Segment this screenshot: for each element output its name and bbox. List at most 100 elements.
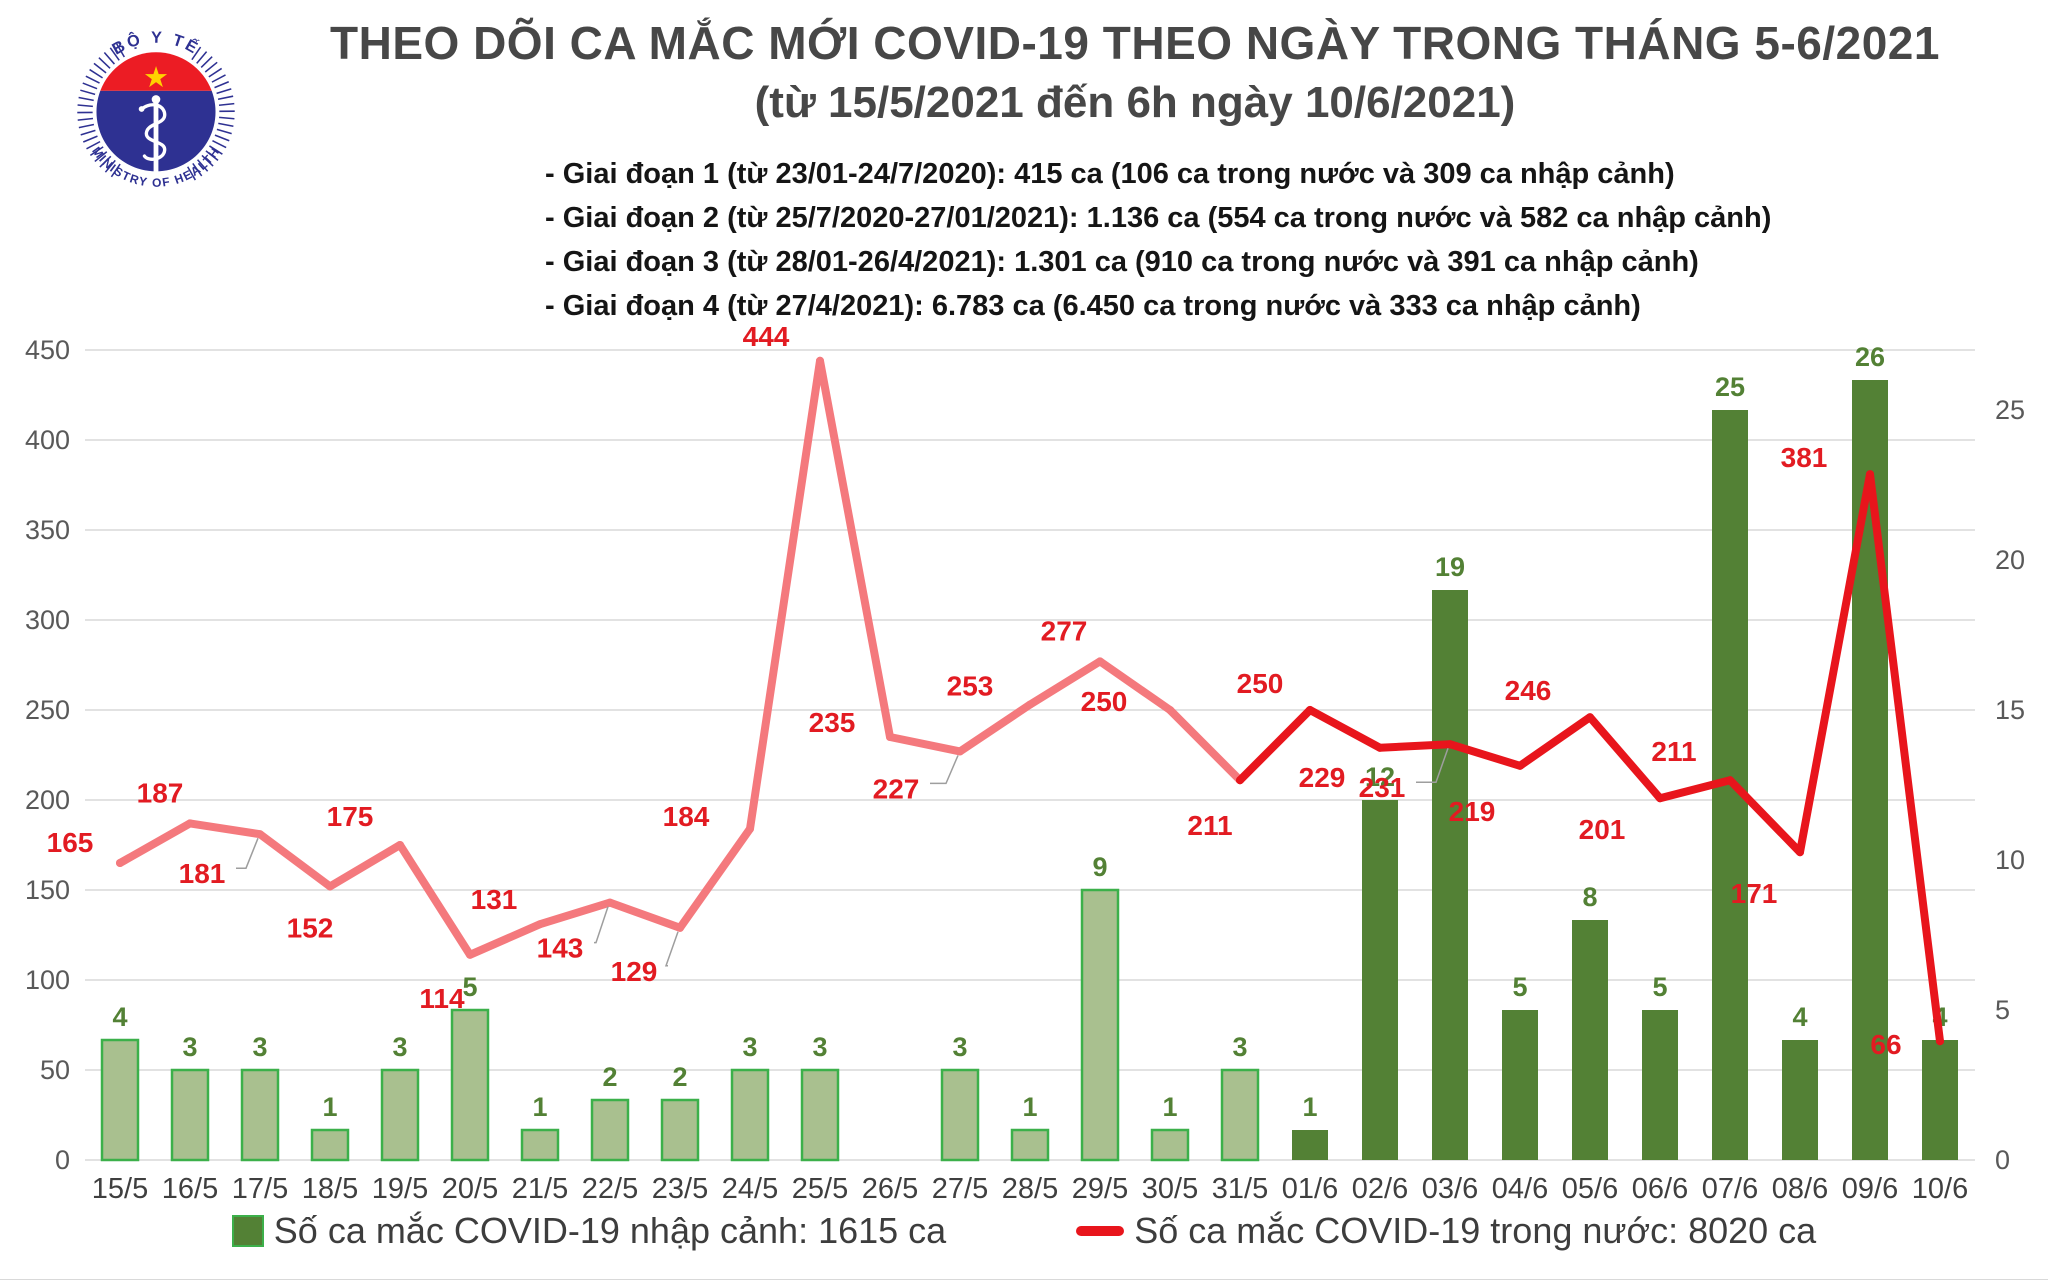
bar-10/6 (1922, 1040, 1958, 1160)
x-axis-label: 30/5 (1142, 1173, 1198, 1205)
bar-15/5 (100, 1038, 140, 1162)
x-axis-label: 17/5 (232, 1173, 288, 1205)
line-point (116, 859, 124, 867)
line-point (1096, 657, 1104, 666)
bottom-divider (0, 1279, 2048, 1280)
legend-item-domestic: Số ca mắc COVID-19 trong nước: 8020 ca (1076, 1210, 1816, 1252)
x-axis-label: 01/6 (1282, 1173, 1338, 1205)
logo-ray (196, 159, 209, 172)
x-axis-label: 07/6 (1702, 1173, 1758, 1205)
bar-value-label: 3 (182, 1032, 197, 1062)
x-axis-label: 31/5 (1212, 1173, 1268, 1205)
domestic-line-may (116, 356, 1244, 959)
bar-value-label: 1 (1302, 1092, 1317, 1122)
line-value-label: 201 (1579, 814, 1626, 845)
line-value-label: 381 (1781, 442, 1828, 473)
bar-24/5 (730, 1068, 770, 1162)
bar-21/5 (520, 1128, 560, 1162)
line-value-label: 181 (179, 858, 226, 889)
line-point (676, 923, 684, 932)
line-point (1306, 706, 1314, 714)
right-axis-tick: 15 (1995, 695, 2025, 725)
bar-value-label: 26 (1855, 342, 1885, 372)
line-value-label: 253 (947, 671, 994, 702)
phase-3-summary: - Giai đoạn 3 (từ 28/01-26/4/2021): 1.30… (545, 246, 1699, 278)
x-axis-label: 02/6 (1352, 1173, 1408, 1205)
line-value-label: 114 (419, 983, 465, 1014)
line-point (1586, 713, 1594, 722)
logo-ray (216, 128, 232, 135)
legend-line-swatch (1076, 1226, 1125, 1236)
bar-05/6 (1572, 920, 1608, 1160)
line-value-label: 66 (1870, 1029, 1901, 1060)
line-value-label: 246 (1505, 675, 1552, 706)
line-point (1866, 470, 1874, 479)
bar-06/6 (1642, 1010, 1678, 1160)
line-point (1376, 743, 1384, 752)
page-subtitle-date-range: (từ 15/5/2021 đến 6h ngày 10/6/2021) (754, 78, 1516, 127)
logo-ray (214, 81, 230, 89)
logo-ray (86, 140, 101, 150)
bar-28/5 (1010, 1128, 1050, 1162)
left-axis-tick: 150 (25, 875, 70, 905)
bar-19/5 (380, 1068, 420, 1162)
line-value-label: 143 (537, 933, 584, 964)
left-axis-tick: 400 (25, 425, 70, 455)
logo-ray (205, 150, 219, 161)
left-axis-tick: 200 (25, 785, 70, 815)
caduceus-icon (138, 95, 167, 176)
line-value-label: 187 (137, 777, 184, 808)
line-point (1166, 706, 1174, 714)
x-axis-label: 26/5 (862, 1173, 918, 1205)
line-point (606, 898, 614, 907)
left-axis-tick: 350 (25, 515, 70, 545)
bar-value-label: 1 (532, 1092, 547, 1122)
line-value-label: 184 (663, 801, 710, 832)
line-value-label: 277 (1041, 615, 1088, 646)
x-axis-label: 18/5 (302, 1173, 358, 1205)
title-block: THEO DÕI CA MẮC MỚI COVID-19 THEO NGÀY T… (270, 16, 2000, 128)
x-axis-label: 24/5 (722, 1173, 778, 1205)
x-axis-label: 15/5 (92, 1173, 148, 1205)
phase-summary-block: - Giai đoạn 1 (từ 23/01-24/7/2020): 415 … (545, 152, 1771, 328)
left-axis-tick: 50 (40, 1055, 70, 1085)
line-value-label: 131 (471, 884, 518, 915)
page-title: THEO DÕI CA MẮC MỚI COVID-19 THEO NGÀY T… (330, 17, 1940, 69)
left-axis-tick: 0 (55, 1145, 70, 1175)
right-axis-tick: 10 (1995, 845, 2025, 875)
logo-ray (218, 122, 234, 127)
bar-value-label: 3 (742, 1032, 757, 1062)
x-axis-label: 10/6 (1912, 1173, 1968, 1205)
line-point (1446, 740, 1454, 749)
logo-ray (82, 82, 98, 90)
bar-value-label: 8 (1582, 882, 1597, 912)
logo-ray (89, 146, 104, 156)
phase-4-summary: - Giai đoạn 4 (từ 27/4/2021): 6.783 ca (… (545, 290, 1641, 322)
x-axis-label: 05/6 (1562, 1173, 1618, 1205)
line-point (746, 824, 754, 833)
x-axis-label: 22/5 (582, 1173, 638, 1205)
bar-22/5 (590, 1098, 630, 1162)
line-point (816, 356, 824, 365)
x-axis-label: 28/5 (1002, 1173, 1058, 1205)
logo-ray (82, 135, 98, 143)
line-point (886, 733, 894, 741)
logo-ray (89, 68, 103, 79)
bar-value-label: 5 (1652, 972, 1667, 1002)
logo-ray (99, 155, 112, 168)
left-axis-tick: 100 (25, 965, 70, 995)
x-axis-label: 29/5 (1072, 1173, 1128, 1205)
line-point (1656, 794, 1664, 803)
logo-ray (115, 43, 125, 58)
x-axis-label: 04/6 (1492, 1173, 1548, 1205)
line-value-label: 229 (1299, 762, 1346, 793)
bar-08/6 (1782, 1040, 1818, 1160)
bar-value-label: 12 (1365, 762, 1395, 792)
logo-ray (201, 154, 214, 167)
right-axis-tick: 20 (1995, 545, 2025, 575)
line-value-label: 211 (1187, 810, 1232, 841)
bar-value-label: 1 (322, 1092, 337, 1122)
logo-ray (208, 67, 223, 78)
legend-item-imported: Số ca mắc COVID-19 nhập cảnh: 1615 ca (231, 1210, 946, 1252)
phase-2-summary: - Giai đoạn 2 (từ 25/7/2020-27/01/2021):… (545, 202, 1772, 234)
